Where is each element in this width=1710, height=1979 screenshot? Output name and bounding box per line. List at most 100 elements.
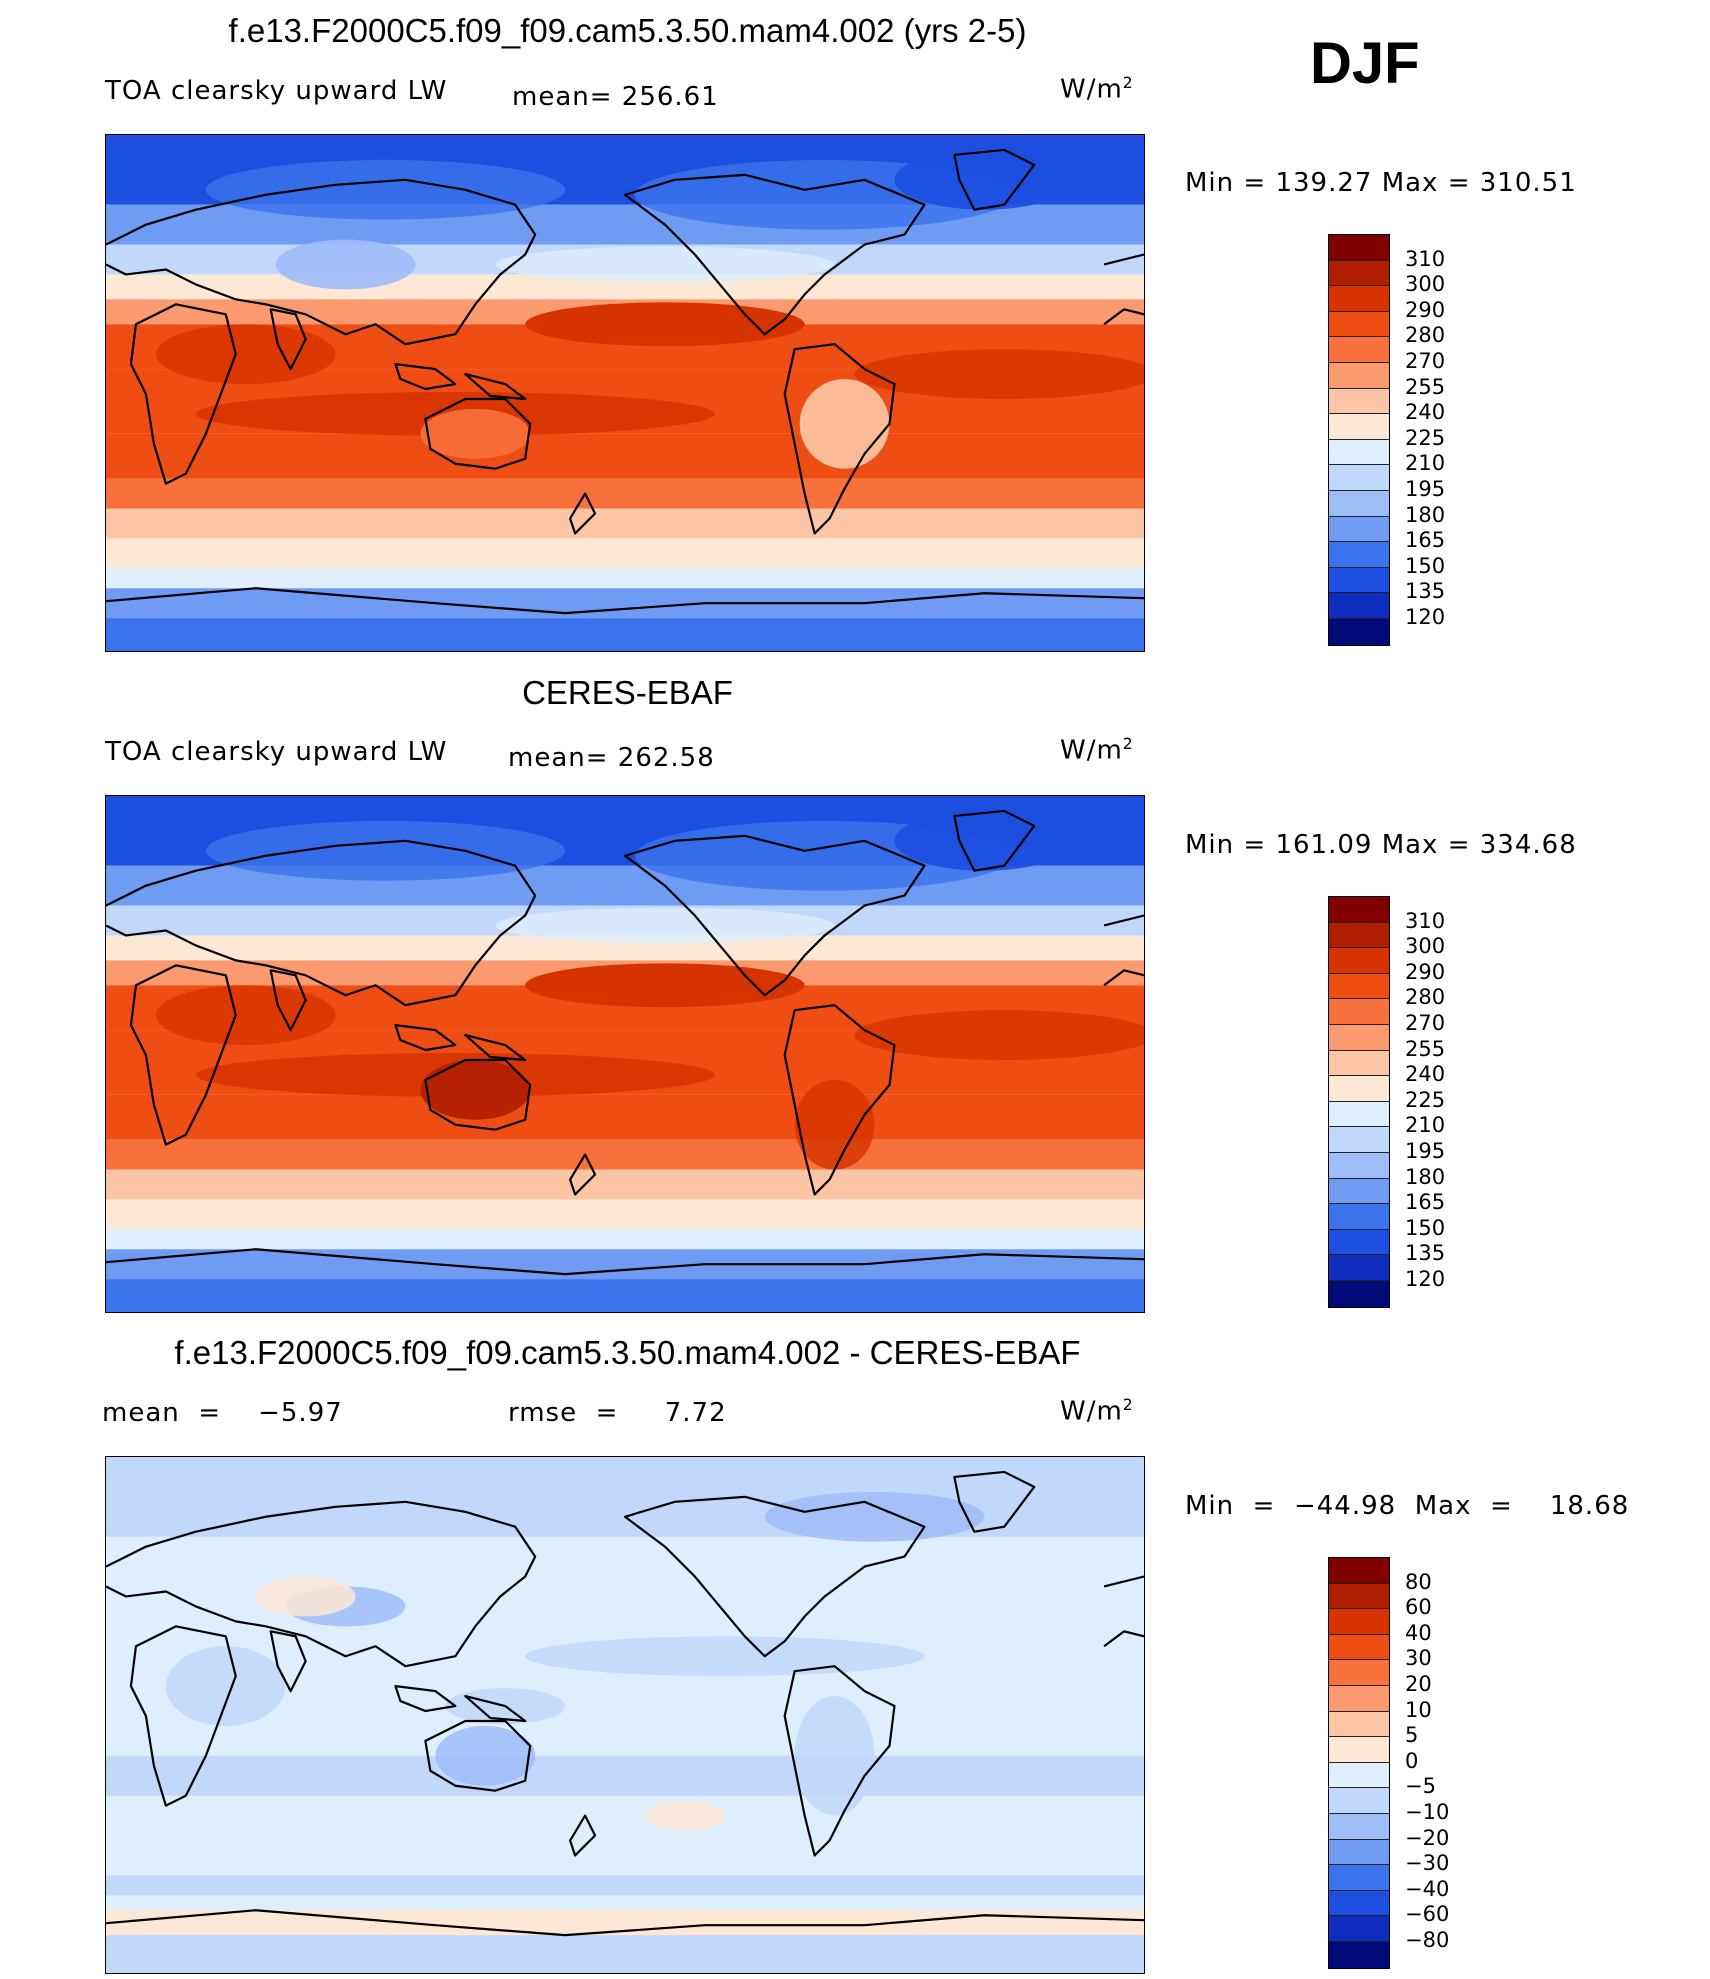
colorbar-swatch [1329, 1941, 1389, 1968]
colorbar-tick-label: 290 [1405, 959, 1446, 984]
colorbar-swatch [1329, 1204, 1389, 1230]
panel-1-title: f.e13.F2000C5.f09_f09.cam5.3.50.mam4.002… [228, 12, 1027, 49]
colorbar-tick-label: −20 [1405, 1825, 1450, 1850]
colorbar-tick-label: 255 [1405, 1036, 1446, 1061]
colorbar-swatch [1329, 1255, 1389, 1281]
colorbar-tick-label: 165 [1405, 528, 1446, 553]
colorbar-swatch [1329, 337, 1389, 363]
colorbar-swatch [1329, 1711, 1389, 1738]
panel-3-title: f.e13.F2000C5.f09_f09.cam5.3.50.mam4.002… [174, 1334, 1081, 1371]
colorbar-swatch [1329, 414, 1389, 440]
colorbar-tick-label: 120 [1405, 1267, 1446, 1291]
colorbar-swatch [1329, 1127, 1389, 1153]
panel-2-minmax: Min = 161.09 Max = 334.68 [1185, 830, 1577, 860]
panel-2-units: W/m2 [1060, 735, 1134, 766]
colorbar-swatch [1329, 490, 1389, 517]
colorbar-tick-label: 280 [1405, 985, 1446, 1010]
colorbar-tick-label: 135 [1405, 579, 1446, 604]
colorbar-tick-label: 270 [1405, 349, 1446, 373]
panel-2-map-field [106, 796, 1144, 1312]
colorbar-swatch [1329, 1280, 1389, 1307]
colorbar-swatch [1329, 1660, 1389, 1686]
panel-1-map [105, 134, 1145, 652]
colorbar-swatch [1329, 1890, 1389, 1917]
colorbar-swatch [1329, 542, 1389, 568]
colorbar-tick-label: −80 [1405, 1928, 1450, 1952]
panel-3-colorbar [1328, 1557, 1390, 1969]
colorbar-tick-label: 210 [1405, 451, 1446, 476]
colorbar-swatch [1329, 999, 1389, 1025]
panel-1-colorbar [1328, 234, 1390, 646]
colorbar-tick-label: 150 [1405, 1215, 1446, 1240]
colorbar-swatch [1329, 897, 1389, 923]
colorbar-tick-label: 270 [1405, 1011, 1446, 1035]
colorbar-tick-label: 0 [1405, 1748, 1419, 1773]
panel-1-variable: TOA clearsky upward LW [105, 76, 448, 106]
colorbar-tick-label: 60 [1405, 1595, 1432, 1620]
colorbar-swatch [1329, 1152, 1389, 1179]
colorbar-swatch [1329, 260, 1389, 287]
colorbar-swatch [1329, 948, 1389, 974]
panel-3-mean: mean = −5.97 [102, 1398, 343, 1428]
panel-2-colorbar [1328, 896, 1390, 1308]
colorbar-swatch [1329, 922, 1389, 949]
panel-3-minmax: Min = −44.98 Max = 18.68 [1185, 1491, 1630, 1521]
panel-3-rmse: rmse = 7.72 [508, 1398, 727, 1428]
colorbar-tick-label: 30 [1405, 1646, 1432, 1671]
colorbar-tick-label: 290 [1405, 297, 1446, 322]
colorbar-swatch [1329, 1788, 1389, 1814]
colorbar-tick-label: 300 [1405, 934, 1446, 959]
panel-2-mean: mean= 262.58 [508, 743, 715, 773]
colorbar-swatch [1329, 1583, 1389, 1610]
colorbar-tick-label: 210 [1405, 1113, 1446, 1138]
colorbar-swatch [1329, 1558, 1389, 1584]
colorbar-tick-label: 20 [1405, 1672, 1432, 1696]
colorbar-swatch [1329, 235, 1389, 261]
colorbar-swatch [1329, 516, 1389, 543]
colorbar-tick-label: 240 [1405, 400, 1446, 425]
panel-2-variable: TOA clearsky upward LW [105, 737, 448, 767]
colorbar-tick-label: 180 [1405, 502, 1446, 527]
colorbar-tick-label: 120 [1405, 605, 1446, 629]
colorbar-swatch [1329, 465, 1389, 491]
colorbar-swatch [1329, 439, 1389, 466]
colorbar-tick-label: 40 [1405, 1620, 1432, 1645]
colorbar-tick-label: 10 [1405, 1697, 1432, 1722]
colorbar-swatch [1329, 1916, 1389, 1942]
colorbar-tick-label: 195 [1405, 1139, 1446, 1163]
colorbar-tick-label: 180 [1405, 1164, 1446, 1189]
colorbar-swatch [1329, 1813, 1389, 1840]
colorbar-tick-label: 310 [1405, 246, 1446, 271]
colorbar-tick-label: −60 [1405, 1902, 1450, 1927]
panel-1-units: W/m2 [1060, 74, 1134, 105]
colorbar-swatch [1329, 567, 1389, 594]
panel-3-map-field [106, 1457, 1144, 1973]
colorbar-swatch [1329, 593, 1389, 619]
colorbar-swatch [1329, 618, 1389, 645]
colorbar-tick-label: 310 [1405, 908, 1446, 933]
colorbar-swatch [1329, 1024, 1389, 1051]
colorbar-tick-label: 225 [1405, 425, 1446, 450]
colorbar-swatch [1329, 1865, 1389, 1891]
panel-2-map [105, 795, 1145, 1313]
colorbar-tick-label: −5 [1405, 1774, 1436, 1799]
colorbar-tick-label: −30 [1405, 1851, 1450, 1876]
colorbar-swatch [1329, 1178, 1389, 1205]
panel-1-minmax: Min = 139.27 Max = 310.51 [1185, 168, 1577, 198]
colorbar-tick-label: 300 [1405, 272, 1446, 297]
colorbar-tick-label: 240 [1405, 1062, 1446, 1087]
panel-3-map [105, 1456, 1145, 1974]
colorbar-swatch [1329, 973, 1389, 1000]
colorbar-tick-label: 195 [1405, 477, 1446, 501]
colorbar-swatch [1329, 1101, 1389, 1128]
colorbar-swatch [1329, 311, 1389, 338]
colorbar-swatch [1329, 1050, 1389, 1077]
colorbar-swatch [1329, 1685, 1389, 1712]
colorbar-swatch [1329, 362, 1389, 389]
colorbar-swatch [1329, 1762, 1389, 1789]
colorbar-swatch [1329, 1737, 1389, 1763]
colorbar-swatch [1329, 388, 1389, 415]
colorbar-tick-label: 135 [1405, 1241, 1446, 1266]
colorbar-swatch [1329, 1229, 1389, 1256]
colorbar-swatch [1329, 286, 1389, 312]
